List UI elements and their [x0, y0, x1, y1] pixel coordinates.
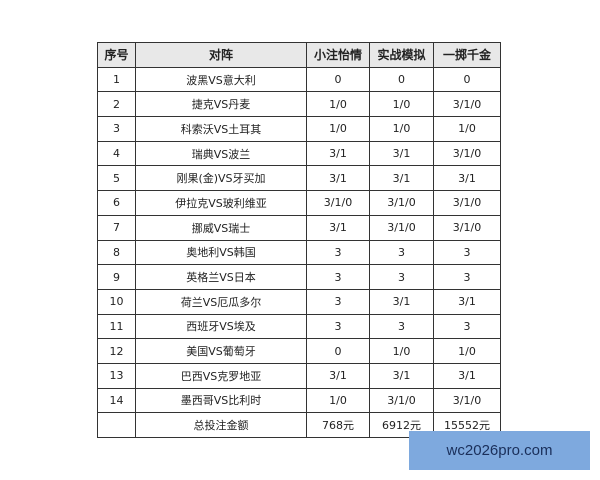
table-cell: 3/1 [433, 362, 501, 389]
watermark: wc2026pro.com [409, 431, 590, 470]
table-cell: 3/1/0 [433, 91, 501, 118]
table-row: 2 捷克VS丹麦 1/0 1/0 3/1/0 [97, 91, 501, 118]
table-cell: 1/0 [369, 91, 434, 118]
table-cell: 3/1 [369, 165, 434, 192]
table-cell: 3/1 [306, 165, 370, 192]
table-cell: 3/1/0 [433, 214, 501, 241]
table-cell: 3/1 [369, 362, 434, 389]
table-cell: 伊拉克VS玻利维亚 [135, 190, 307, 216]
table-cell: 768元 [306, 412, 370, 438]
table-cell: 1/0 [306, 387, 370, 414]
table-cell: 总投注金额 [135, 412, 307, 438]
table-cell: 3 [433, 239, 501, 266]
table-cell: 1/0 [433, 338, 501, 364]
header-row: 序号 对阵 小注怡情 实战模拟 一掷千金 [97, 42, 501, 68]
table-cell: 西班牙VS埃及 [135, 313, 307, 340]
table-row: 12 美国VS葡萄牙 0 1/0 1/0 [97, 338, 501, 364]
column-header: 一掷千金 [433, 42, 501, 68]
table-cell: 瑞典VS波兰 [135, 140, 307, 167]
table-cell: 美国VS葡萄牙 [135, 338, 307, 364]
table-cell: 墨西哥VS比利时 [135, 387, 307, 414]
table-cell: 荷兰VS厄瓜多尔 [135, 288, 307, 315]
table-cell: 1/0 [369, 116, 434, 142]
table-cell: 英格兰VS日本 [135, 264, 307, 290]
column-header: 实战模拟 [369, 42, 434, 68]
table-cell: 3/1 [306, 362, 370, 389]
table-cell: 10 [97, 288, 136, 315]
table-cell: 巴西VS克罗地亚 [135, 362, 307, 389]
table-cell: 3 [433, 313, 501, 340]
table-cell: 3 [306, 313, 370, 340]
table-cell: 3 [97, 116, 136, 142]
table-cell: 3/1 [433, 165, 501, 192]
table-cell: 3/1 [369, 140, 434, 167]
table-cell: 3/1/0 [433, 140, 501, 167]
table-cell: 8 [97, 239, 136, 266]
table-cell: 挪威VS瑞士 [135, 214, 307, 241]
table-row: 11 西班牙VS埃及 3 3 3 [97, 313, 501, 340]
column-header: 小注怡情 [306, 42, 370, 68]
column-header: 对阵 [135, 42, 307, 68]
table-row: 9 英格兰VS日本 3 3 3 [97, 264, 501, 290]
table-cell: 3/1/0 [369, 387, 434, 414]
table-cell: 科索沃VS土耳其 [135, 116, 307, 142]
table-cell: 0 [306, 338, 370, 364]
table-cell: 刚果(金)VS牙买加 [135, 165, 307, 192]
table-row: 4 瑞典VS波兰 3/1 3/1 3/1/0 [97, 140, 501, 167]
table-cell: 波黑VS意大利 [135, 66, 307, 93]
table-cell: 3 [306, 288, 370, 315]
column-header: 序号 [97, 42, 136, 68]
table-cell: 3/1/0 [433, 190, 501, 216]
table-cell: 3/1/0 [306, 190, 370, 216]
table-cell: 3 [433, 264, 501, 290]
table-cell: 6 [97, 190, 136, 216]
table-cell: 7 [97, 214, 136, 241]
table-row: 8 奥地利VS韩国 3 3 3 [97, 239, 501, 266]
table-cell: 3/1/0 [369, 190, 434, 216]
table-cell: 3/1/0 [369, 214, 434, 241]
table-cell: 2 [97, 91, 136, 118]
table-cell: 3 [369, 239, 434, 266]
table-cell: 1/0 [433, 116, 501, 142]
table-cell: 1/0 [306, 91, 370, 118]
table-cell: 3/1 [306, 140, 370, 167]
table-row: 5 刚果(金)VS牙买加 3/1 3/1 3/1 [97, 165, 501, 192]
table-cell: 5 [97, 165, 136, 192]
table-cell: 3 [306, 239, 370, 266]
table-cell: 4 [97, 140, 136, 167]
table-cell: 1 [97, 66, 136, 93]
table-cell: 1/0 [306, 116, 370, 142]
table-row: 3 科索沃VS土耳其 1/0 1/0 1/0 [97, 116, 501, 142]
table-cell: 3 [369, 264, 434, 290]
table-row: 14 墨西哥VS比利时 1/0 3/1/0 3/1/0 [97, 387, 501, 414]
table-cell: 12 [97, 338, 136, 364]
table-cell: 11 [97, 313, 136, 340]
table-cell: 9 [97, 264, 136, 290]
table-row: 7 挪威VS瑞士 3/1 3/1/0 3/1/0 [97, 214, 501, 241]
table-cell: 3/1 [433, 288, 501, 315]
table-cell: 3 [369, 313, 434, 340]
table-cell: 0 [433, 66, 501, 93]
table-row: 10 荷兰VS厄瓜多尔 3 3/1 3/1 [97, 288, 501, 315]
table-cell: 14 [97, 387, 136, 414]
table-row: 1 波黑VS意大利 0 0 0 [97, 66, 501, 93]
table-cell: 13 [97, 362, 136, 389]
table-row: 6 伊拉克VS玻利维亚 3/1/0 3/1/0 3/1/0 [97, 190, 501, 216]
table-cell: 3/1 [369, 288, 434, 315]
table-cell: 奥地利VS韩国 [135, 239, 307, 266]
table-cell: 捷克VS丹麦 [135, 91, 307, 118]
betting-table: 序号 对阵 小注怡情 实战模拟 一掷千金 1 波黑VS意大利 0 0 0 2 捷克VS丹麦 1/0 1/… [97, 42, 501, 438]
table-cell: 0 [306, 66, 370, 93]
table-cell: 1/0 [369, 338, 434, 364]
table-cell: 3/1 [306, 214, 370, 241]
table-cell: 3 [306, 264, 370, 290]
table-cell [97, 412, 136, 438]
table-cell: 0 [369, 66, 434, 93]
table-row: 13 巴西VS克罗地亚 3/1 3/1 3/1 [97, 362, 501, 389]
table-cell: 3/1/0 [433, 387, 501, 414]
